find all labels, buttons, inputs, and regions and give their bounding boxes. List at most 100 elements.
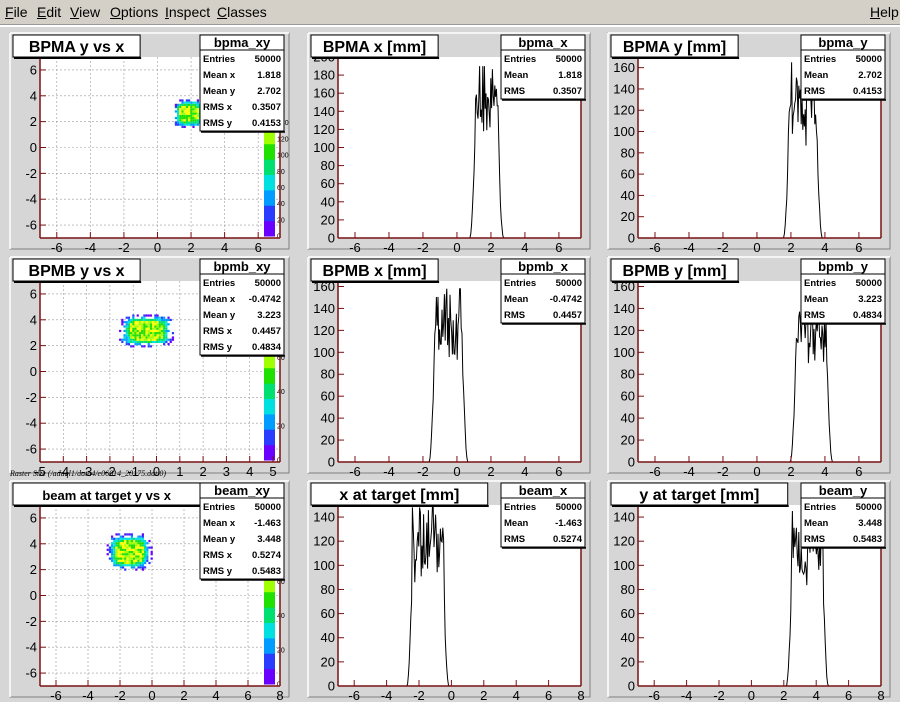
stats-name: bpma_y xyxy=(818,35,868,50)
heatmap-cell xyxy=(185,114,188,117)
heatmap-cell xyxy=(132,316,135,319)
menu-classes[interactable]: Classes xyxy=(217,4,267,20)
heatmap-cell xyxy=(117,564,120,567)
heatmap-cell xyxy=(134,329,137,333)
menu-view[interactable]: View xyxy=(70,4,101,20)
heatmap-cell xyxy=(126,561,129,565)
stats-box xyxy=(500,482,586,548)
heatmap-cell xyxy=(196,101,199,104)
heatmap-cell xyxy=(136,338,139,341)
heatmap-cell xyxy=(130,542,133,545)
canvas-plots[interactable]: 020406080100120140-6-4-20246-6-4-20246BP… xyxy=(0,27,900,702)
heatmap-cell xyxy=(113,550,116,554)
menu-options[interactable]: Options xyxy=(110,4,159,20)
menu-file[interactable]: File xyxy=(5,4,28,20)
stats-label: Mean y xyxy=(203,310,236,321)
heatmap-cell xyxy=(156,323,159,326)
menu-edit[interactable]: Edit xyxy=(37,4,62,20)
heatmap-cell xyxy=(156,338,159,341)
plot-pad-bpma_x[interactable]: -6-4-20246020406080100120140160180200BPM… xyxy=(307,32,591,255)
heatmap-cell xyxy=(124,557,127,560)
heatmap-cell xyxy=(147,343,150,346)
heatmap-cell xyxy=(137,546,140,549)
y-tick-label: 2 xyxy=(30,562,37,577)
heatmap-cell xyxy=(163,327,166,330)
heatmap-cell xyxy=(190,105,193,109)
stats-value: 0.3507 xyxy=(252,102,281,113)
palette-swatch xyxy=(264,128,275,145)
heatmap-cell xyxy=(119,557,122,560)
heatmap-cell xyxy=(128,555,131,558)
heatmap-cell xyxy=(132,557,136,560)
plot-pad-bpma_xy[interactable]: 020406080100120140-6-4-20246-6-4-20246BP… xyxy=(9,32,290,255)
heatmap-cell xyxy=(174,105,177,109)
heatmap-cell xyxy=(137,553,140,556)
y-tick-label: 140 xyxy=(613,301,635,316)
y-tick-label: 80 xyxy=(621,367,635,382)
heatmap-cell xyxy=(141,548,144,551)
heatmap-cell xyxy=(194,119,197,122)
heatmap-cell xyxy=(124,561,127,565)
heatmap-cell xyxy=(113,555,116,558)
heatmap-cell xyxy=(149,332,153,335)
heatmap-cell xyxy=(190,103,193,106)
y-tick-label: 40 xyxy=(321,194,335,209)
stats-value: 50000 xyxy=(856,54,882,65)
heatmap-cell xyxy=(196,108,199,111)
stats-value: 0.5483 xyxy=(252,566,281,577)
heatmap-cell xyxy=(130,557,133,560)
heatmap-cell xyxy=(194,112,197,115)
heatmap-cell xyxy=(138,329,142,333)
heatmap-cell xyxy=(185,110,188,113)
heatmap-cell xyxy=(121,340,124,344)
heatmap-cell xyxy=(110,553,114,556)
stats-name: bpma_x xyxy=(518,35,568,50)
heatmap-cell xyxy=(194,108,197,111)
heatmap-cell xyxy=(196,114,199,117)
heatmap-cell xyxy=(146,557,149,560)
y-tick-label: 0 xyxy=(328,231,335,246)
heatmap-cell xyxy=(169,340,172,344)
x-tick-label: 0 xyxy=(153,464,160,479)
heatmap-cell xyxy=(192,121,195,124)
heatmap-cell xyxy=(179,116,182,120)
heatmap-cell xyxy=(141,559,144,562)
y-tick-label: 80 xyxy=(321,582,335,597)
y-tick-label: 4 xyxy=(30,536,37,551)
x-tick-label: 8 xyxy=(577,688,584,702)
plot-pad-beam_xy[interactable]: 0 20 40 60 -6 -4 -2 0 2 4 6 8 -6 -4 -2 0 2 4 6 beam at targ… xyxy=(9,480,290,702)
heatmap-cell xyxy=(124,542,127,545)
menu-inspect[interactable]: Inspect xyxy=(165,4,211,20)
heatmap-cell xyxy=(154,336,157,339)
heatmap-cell xyxy=(196,123,199,126)
heatmap-cell xyxy=(117,550,120,554)
heatmap-cell xyxy=(187,112,191,115)
heatmap-cell xyxy=(196,99,199,102)
y-tick-label: 20 xyxy=(321,212,335,227)
palette-tick-label: 0 xyxy=(277,234,281,241)
palette-swatch xyxy=(264,143,275,160)
heatmap-cell xyxy=(146,553,149,556)
heatmap-cell xyxy=(147,334,150,337)
root-canvas[interactable]: 020406080100120140-6-4-20246-6-4-20246BP… xyxy=(0,25,900,702)
plot-pad-bpmb_xy[interactable]: 0 20 40 60 -5 -4 -3 -2 -1 0 1 2 3 4 5 -6 -4 -2 0 2 4 6 BPMB y … xyxy=(9,256,290,479)
heatmap-cell xyxy=(138,332,142,335)
heatmap-cell xyxy=(154,340,157,344)
heatmap-cell xyxy=(113,559,116,562)
heatmap-cell xyxy=(149,345,153,348)
heatmap-cell xyxy=(192,108,195,111)
heatmap-cell xyxy=(127,336,131,339)
heatmap-cell xyxy=(136,340,139,344)
heatmap-cell xyxy=(137,561,140,565)
heatmap-cell xyxy=(130,336,133,339)
y-tick-label: 4 xyxy=(30,312,37,327)
menu-help[interactable]: Help xyxy=(870,4,899,20)
stats-label: RMS xyxy=(804,86,825,97)
heatmap-cell xyxy=(119,564,122,567)
heatmap-cell xyxy=(135,537,138,540)
